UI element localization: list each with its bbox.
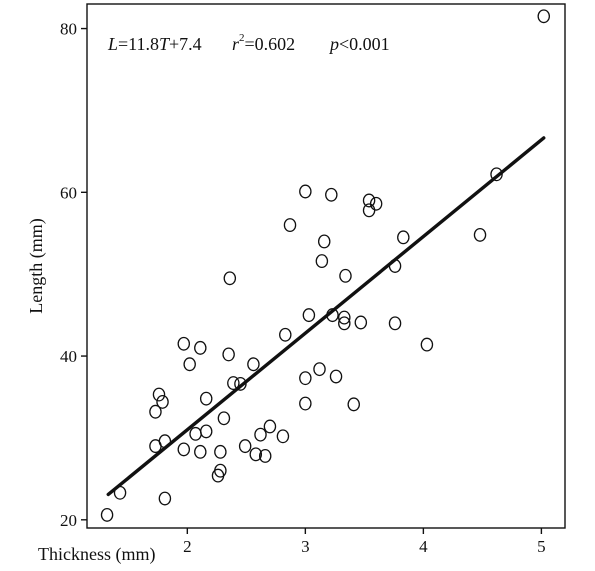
p-symbol: p xyxy=(328,34,339,54)
data-point xyxy=(247,357,260,372)
data-point xyxy=(299,396,312,411)
data-point xyxy=(183,357,196,372)
x-tick-label: 2 xyxy=(183,537,192,556)
data-point xyxy=(214,444,227,459)
data-point xyxy=(214,463,227,478)
data-point xyxy=(254,427,267,442)
data-point xyxy=(249,447,263,462)
r2-value: =0.602 xyxy=(245,34,296,54)
y-axis-label: Length (mm) xyxy=(26,218,47,313)
x-tick-label: 4 xyxy=(419,537,428,556)
data-point xyxy=(199,391,213,406)
data-point xyxy=(276,429,290,444)
y-tick-label: 80 xyxy=(60,20,77,39)
y-axis: 20 40 60 80 xyxy=(60,20,87,530)
data-point xyxy=(338,316,351,331)
data-point xyxy=(315,254,329,269)
data-point xyxy=(299,184,312,199)
data-point xyxy=(338,310,351,325)
data-point xyxy=(369,196,383,211)
data-point xyxy=(490,167,503,182)
equation-eq: =11.8 xyxy=(118,34,159,54)
data-point xyxy=(299,371,312,386)
data-point xyxy=(227,376,240,391)
equation-var: T xyxy=(159,34,171,54)
r2-exponent: 2 xyxy=(239,32,245,44)
data-point xyxy=(189,426,202,441)
data-point xyxy=(362,203,376,218)
data-point xyxy=(263,419,277,434)
regression-annotation: L=11.8T+7.4 xyxy=(107,34,202,54)
data-point xyxy=(177,336,191,351)
y-tick-label: 60 xyxy=(60,183,77,202)
data-point xyxy=(238,439,252,454)
data-point xyxy=(199,424,213,439)
data-point xyxy=(211,468,225,483)
data-point xyxy=(420,337,434,352)
x-axis: 2 3 4 5 xyxy=(183,528,546,556)
data-point xyxy=(347,397,360,412)
data-point xyxy=(279,327,292,342)
y-tick-label: 20 xyxy=(60,511,77,530)
data-point xyxy=(100,507,114,522)
data-point xyxy=(329,369,343,384)
data-point xyxy=(537,9,551,24)
p-value: <0.001 xyxy=(339,34,390,54)
data-point xyxy=(258,449,272,463)
data-point xyxy=(325,187,338,202)
data-point xyxy=(217,411,231,426)
r2-symbol: r xyxy=(232,34,240,54)
data-point xyxy=(354,315,368,330)
data-point xyxy=(362,193,376,208)
data-point xyxy=(302,308,316,323)
data-point xyxy=(234,376,247,391)
data-point xyxy=(223,271,237,286)
data-point xyxy=(194,340,207,355)
data-point xyxy=(317,234,331,249)
data-point xyxy=(177,442,191,457)
data-point xyxy=(283,218,297,233)
equation-rest: +7.4 xyxy=(169,34,202,54)
data-point xyxy=(194,444,207,459)
r2-annotation: r2=0.602 xyxy=(232,32,295,54)
x-tick-label: 3 xyxy=(301,537,310,556)
data-point xyxy=(473,227,487,242)
data-point xyxy=(397,230,410,245)
y-tick-label: 40 xyxy=(60,347,77,366)
data-point xyxy=(222,347,235,362)
data-point xyxy=(149,404,162,419)
plot-frame xyxy=(86,3,566,529)
data-point xyxy=(313,362,326,377)
equation-lhs: L xyxy=(107,34,118,54)
data-point xyxy=(158,491,172,506)
p-annotation: p<0.001 xyxy=(328,34,390,54)
data-point xyxy=(156,394,169,409)
x-tick-label: 5 xyxy=(537,537,546,556)
data-point xyxy=(152,387,166,402)
data-point xyxy=(339,268,352,283)
regression-line xyxy=(106,136,546,497)
data-point xyxy=(388,316,402,331)
data-points xyxy=(100,9,551,522)
x-axis-label: Thickness (mm) xyxy=(38,544,155,565)
